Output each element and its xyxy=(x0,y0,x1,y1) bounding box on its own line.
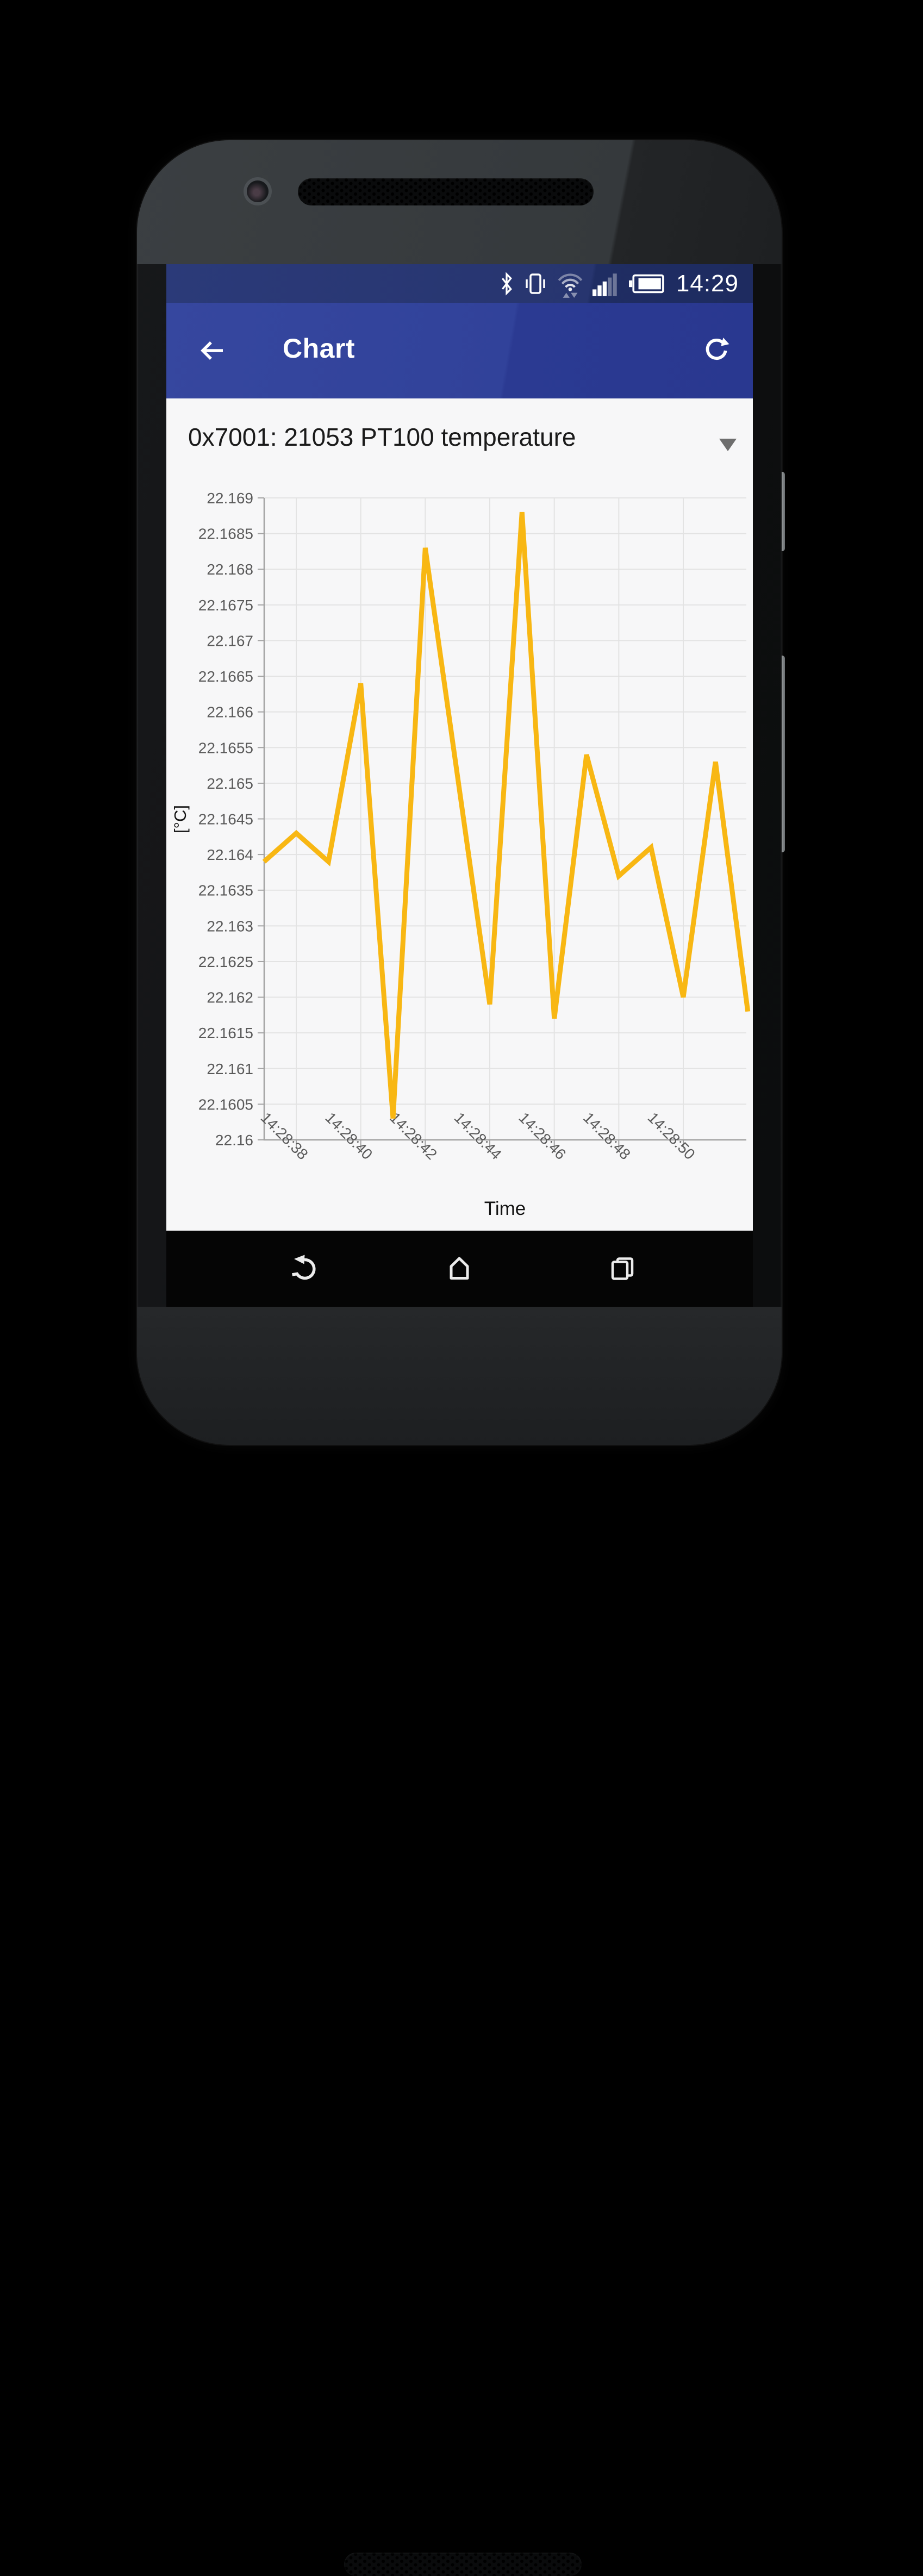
bluetooth-icon xyxy=(501,271,512,296)
y-axis-title: [°C] xyxy=(171,805,190,833)
svg-text:22.168: 22.168 xyxy=(207,561,253,578)
svg-text:22.1675: 22.1675 xyxy=(198,597,253,614)
front-camera-icon xyxy=(247,180,269,202)
screen: 14:29 Chart xyxy=(166,264,753,1307)
channel-selector-dropdown[interactable]: 0x7001: 21053 PT100 temperature xyxy=(166,410,753,470)
chart-page-content: 22.169 22.1685 22.168 22.1675 22.167 22.1665 2… xyxy=(166,398,753,1231)
bottom-speaker-grille xyxy=(344,2553,582,2576)
app-bar: Chart xyxy=(166,303,753,398)
wifi-data-icon xyxy=(558,273,583,298)
svg-text:22.16: 22.16 xyxy=(215,1132,253,1149)
svg-text:22.1685: 22.1685 xyxy=(198,526,253,542)
svg-text:22.166: 22.166 xyxy=(207,704,253,721)
earpiece-speaker-grille xyxy=(298,178,594,205)
nav-recents-button[interactable] xyxy=(606,1252,639,1285)
svg-text:22.161: 22.161 xyxy=(207,1061,253,1077)
svg-text:22.162: 22.162 xyxy=(207,989,253,1006)
svg-text:14:28:38: 14:28:38 xyxy=(258,1109,311,1163)
battery-icon xyxy=(628,274,664,293)
svg-text:14:28:48: 14:28:48 xyxy=(580,1109,634,1163)
nav-recents-icon xyxy=(611,1257,634,1280)
chart-gridlines xyxy=(264,497,746,1140)
svg-text:22.1655: 22.1655 xyxy=(198,739,253,756)
svg-text:22.1665: 22.1665 xyxy=(198,668,253,685)
svg-text:22.167: 22.167 xyxy=(207,632,253,649)
phone-body: 14:29 Chart xyxy=(137,140,782,2576)
page-title: Chart xyxy=(283,333,356,364)
dropdown-caret-icon xyxy=(719,439,737,451)
nav-home-icon xyxy=(450,1257,469,1280)
svg-text:14:28:44: 14:28:44 xyxy=(451,1109,505,1163)
svg-text:22.1625: 22.1625 xyxy=(198,953,253,970)
channel-selector-value: 0x7001: 21053 PT100 temperature xyxy=(188,423,576,451)
chart-axes xyxy=(258,497,746,1149)
x-axis-title: Time xyxy=(484,1198,526,1219)
nav-home-button[interactable] xyxy=(443,1252,476,1285)
temperature-series-line xyxy=(262,512,751,1119)
nav-back-button[interactable] xyxy=(288,1252,321,1285)
svg-text:22.1635: 22.1635 xyxy=(198,882,253,899)
phone-bottom-bezel xyxy=(137,1307,782,2576)
svg-text:22.164: 22.164 xyxy=(207,846,253,863)
svg-text:22.1645: 22.1645 xyxy=(198,811,253,828)
back-button[interactable] xyxy=(199,338,225,364)
svg-text:22.169: 22.169 xyxy=(207,490,253,507)
navigation-bar xyxy=(166,1231,753,1307)
svg-text:22.1605: 22.1605 xyxy=(198,1096,253,1113)
x-axis-tick-labels: 14:28:38 14:28:40 14:28:42 14:28:44 14:28:46… xyxy=(258,1109,699,1163)
refresh-icon xyxy=(706,338,729,360)
y-axis-tick-labels: 22.169 22.1685 22.168 22.1675 22.167 22.1665 2… xyxy=(198,490,253,1149)
svg-text:22.1615: 22.1615 xyxy=(198,1025,253,1041)
signal-strength-icon xyxy=(592,273,617,296)
svg-text:14:28:50: 14:28:50 xyxy=(645,1109,699,1163)
svg-text:14:28:46: 14:28:46 xyxy=(515,1109,569,1163)
temperature-line-chart[interactable]: 22.169 22.1685 22.168 22.1675 22.167 22.1665 2… xyxy=(166,398,753,1231)
svg-text:14:28:40: 14:28:40 xyxy=(322,1109,376,1163)
svg-text:22.165: 22.165 xyxy=(207,775,253,792)
status-bar: 14:29 xyxy=(166,264,753,303)
phone-top-bezel xyxy=(137,140,782,264)
nav-back-icon xyxy=(292,1255,316,1280)
svg-text:22.163: 22.163 xyxy=(207,918,253,934)
status-clock: 14:29 xyxy=(676,270,739,297)
back-arrow-icon xyxy=(201,341,223,360)
vibrate-icon xyxy=(526,273,545,294)
refresh-button[interactable] xyxy=(703,336,730,364)
